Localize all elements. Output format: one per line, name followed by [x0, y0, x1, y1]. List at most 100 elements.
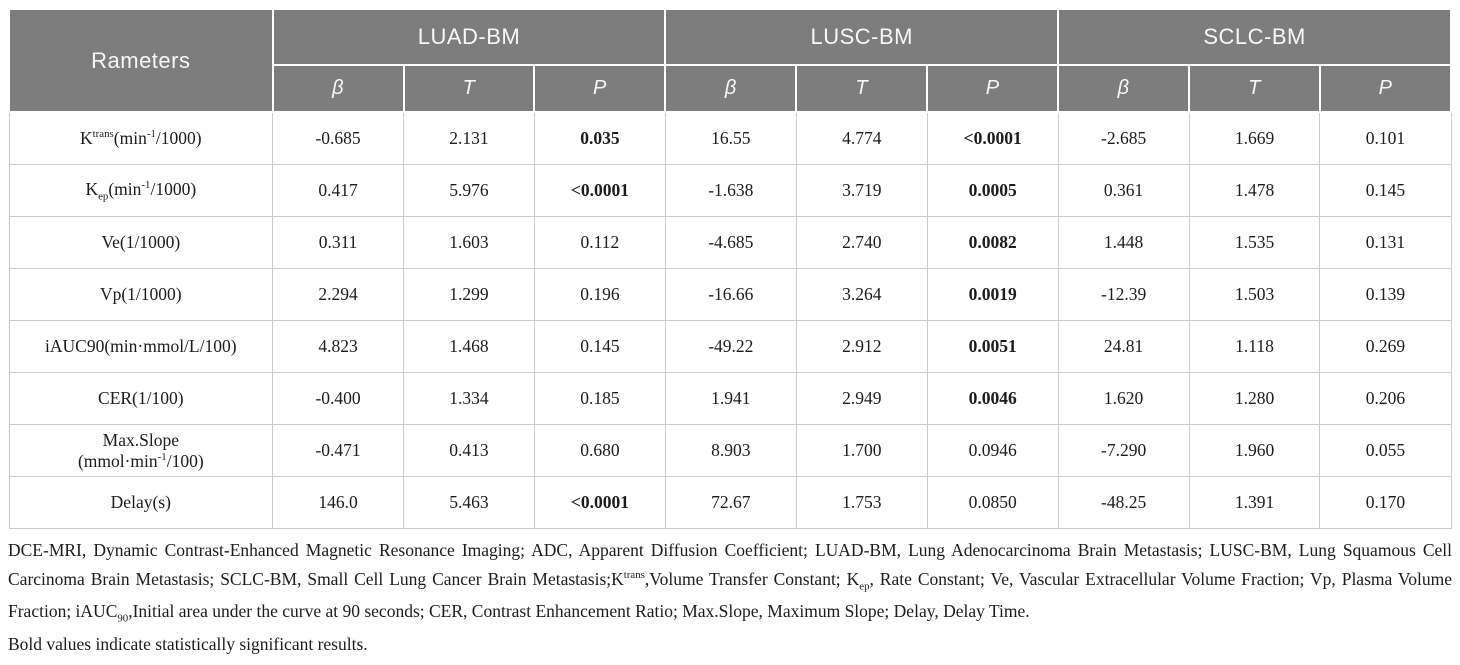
cell-value: 2.912 [795, 320, 928, 373]
cell-value: 4.823 [272, 320, 405, 373]
cell-value: 1.391 [1188, 476, 1321, 529]
cell-value: 1.280 [1188, 372, 1321, 425]
cell-value: -48.25 [1057, 476, 1190, 529]
cell-value: -2.685 [1057, 111, 1190, 165]
cell-value: -12.39 [1057, 268, 1190, 321]
cell-value: 3.719 [795, 164, 928, 217]
cell-value: 2.131 [403, 111, 535, 165]
table-row: Kep(min-1/1000) 0.417 5.976 <0.0001 -1.638 3.… [8, 164, 1452, 217]
cell-value: 0.0850 [926, 476, 1059, 529]
table-row: Ktrans(min-1/1000) -0.685 2.131 0.035 16.55 4… [8, 111, 1452, 165]
table-header: Rameters LUAD-BM LUSC-BM SCLC-BM β T P β… [8, 8, 1453, 113]
cell-value: 0.145 [533, 320, 666, 373]
cell-value: 0.361 [1057, 164, 1190, 217]
cell-value: 0.196 [533, 268, 666, 321]
cell-value: <0.0001 [533, 164, 666, 217]
cell-value: 0.139 [1319, 268, 1452, 321]
cell-value: 0.0051 [926, 320, 1059, 373]
cell-value: 72.67 [664, 476, 797, 529]
subcol-beta-sclc: β [1057, 64, 1191, 113]
parameters-column-header: Rameters [8, 8, 274, 113]
cell-value: 0.680 [533, 424, 666, 477]
parameter-label: Max.Slope (mmol·min-1/100) [8, 424, 274, 477]
table-row: Max.Slope (mmol·min-1/100) -0.471 0.413 0.68… [8, 424, 1452, 477]
footnotes: DCE-MRI, Dynamic Contrast-Enhanced Magne… [8, 538, 1452, 657]
table-row: iAUC90(min·mmol/L/100) 4.823 1.468 0.145 -49… [8, 320, 1452, 373]
parameter-label: Kep(min-1/1000) [8, 164, 274, 217]
cell-value: 16.55 [664, 111, 797, 165]
sub-header-row: β T P β T P β T P [9, 64, 1453, 113]
cell-value: 1.503 [1188, 268, 1321, 321]
cell-value: 0.0946 [926, 424, 1059, 477]
cell-value: 0.145 [1319, 164, 1452, 217]
cell-value: <0.0001 [926, 111, 1059, 165]
cell-value: 1.603 [403, 216, 535, 269]
bold-values-note: Bold values indicate statistically signi… [8, 633, 368, 654]
cell-value: 0.0005 [926, 164, 1059, 217]
cell-value: 0.417 [272, 164, 405, 217]
parameter-label: Delay(s) [8, 476, 274, 529]
parameter-label: CER(1/100) [8, 372, 274, 425]
cell-value: -7.290 [1057, 424, 1190, 477]
cell-value: 0.269 [1319, 320, 1452, 373]
cell-value: 1.535 [1188, 216, 1321, 269]
cell-value: 0.131 [1319, 216, 1452, 269]
subcol-p-sclc: P [1318, 64, 1453, 113]
cell-value: <0.0001 [533, 476, 666, 529]
table-row: Vp(1/1000) 2.294 1.299 0.196 -16.66 3.264 0.00… [8, 268, 1452, 321]
cell-value: 3.264 [795, 268, 928, 321]
cell-value: 0.035 [533, 111, 666, 165]
group-header-sclc-bm: SCLC-BM [1057, 8, 1452, 66]
cell-value: -16.66 [664, 268, 797, 321]
parameter-label: Ktrans(min-1/1000) [8, 111, 274, 165]
cell-value: 1.669 [1188, 111, 1321, 165]
cell-value: 1.700 [795, 424, 928, 477]
subcol-beta-lusc: β [664, 64, 798, 113]
cell-value: -0.471 [272, 424, 405, 477]
cell-value: 2.949 [795, 372, 928, 425]
cell-value: 0.206 [1319, 372, 1452, 425]
cell-value: 0.0082 [926, 216, 1059, 269]
cell-value: -0.400 [272, 372, 405, 425]
subcol-t-lusc: T [795, 64, 929, 113]
cell-value: 1.620 [1057, 372, 1190, 425]
cell-value: -4.685 [664, 216, 797, 269]
table-row: CER(1/100) -0.400 1.334 0.185 1.941 2.949 0.00… [8, 372, 1452, 425]
cell-value: 2.740 [795, 216, 928, 269]
parameter-label: iAUC90(min·mmol/L/100) [8, 320, 274, 373]
cell-value: 1.448 [1057, 216, 1190, 269]
abbreviations-note: DCE-MRI, Dynamic Contrast-Enhanced Magne… [8, 540, 1452, 625]
cell-value: 0.112 [533, 216, 666, 269]
parameter-label: Vp(1/1000) [8, 268, 274, 321]
group-header-lusc-bm: LUSC-BM [664, 8, 1060, 66]
cell-value: 2.294 [272, 268, 405, 321]
table-row: Ve(1/1000) 0.311 1.603 0.112 -4.685 2.740 0.00… [8, 216, 1452, 269]
cell-value: 1.299 [403, 268, 535, 321]
cell-value: 0.101 [1319, 111, 1452, 165]
parameter-label: Ve(1/1000) [8, 216, 274, 269]
cell-value: 1.478 [1188, 164, 1321, 217]
cell-value: 1.468 [403, 320, 535, 373]
cell-value: 0.185 [533, 372, 666, 425]
subcol-p-lusc: P [926, 64, 1060, 113]
group-header-luad-bm: LUAD-BM [271, 8, 667, 66]
table-body: Ktrans(min-1/1000) -0.685 2.131 0.035 16.55 4… [8, 111, 1452, 529]
cell-value: 0.311 [272, 216, 405, 269]
table-row: Delay(s) 146.0 5.463 <0.0001 72.67 1.753 0.085… [8, 476, 1452, 529]
cell-value: 0.413 [403, 424, 535, 477]
cell-value: -1.638 [664, 164, 797, 217]
cell-value: 5.463 [403, 476, 535, 529]
parameters-table: Rameters LUAD-BM LUSC-BM SCLC-BM β T P β… [8, 8, 1453, 529]
cell-value: 146.0 [272, 476, 405, 529]
cell-value: -0.685 [272, 111, 405, 165]
cell-value: 24.81 [1057, 320, 1190, 373]
cell-value: 0.170 [1319, 476, 1452, 529]
subcol-p-luad: P [533, 64, 667, 113]
cell-value: 1.960 [1188, 424, 1321, 477]
subcol-beta-luad: β [271, 64, 405, 113]
cell-value: 8.903 [664, 424, 797, 477]
group-header-row: Rameters LUAD-BM LUSC-BM SCLC-BM [8, 8, 1452, 113]
cell-value: 4.774 [795, 111, 928, 165]
cell-value: 1.753 [795, 476, 928, 529]
